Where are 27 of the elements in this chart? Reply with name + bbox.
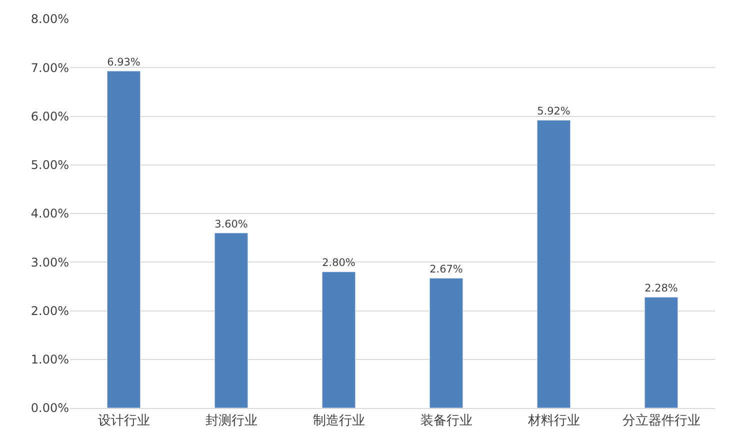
y-tick-label: 2.00% bbox=[30, 304, 69, 318]
bar bbox=[214, 232, 248, 408]
data-label: 2.80% bbox=[322, 257, 356, 270]
bar bbox=[322, 272, 356, 408]
data-label: 2.28% bbox=[644, 282, 678, 295]
bar bbox=[106, 70, 141, 408]
x-tick-label: 材料行业 bbox=[526, 414, 580, 429]
bar bbox=[644, 296, 678, 408]
y-tick-label: 1.00% bbox=[30, 352, 69, 367]
y-tick-label: 5.00% bbox=[30, 158, 69, 172]
y-tick-label: 6.00% bbox=[30, 109, 69, 124]
y-tick-label: 8.00% bbox=[30, 12, 69, 26]
x-tick-label: 设计行业 bbox=[98, 414, 150, 429]
y-tick-label: 4.00% bbox=[30, 206, 69, 221]
y-tick-label: 0.00% bbox=[30, 401, 69, 416]
y-tick-label: 3.00% bbox=[30, 255, 69, 270]
data-label: 3.60% bbox=[214, 218, 248, 230]
y-tick-label: 7.00% bbox=[30, 60, 69, 75]
x-tick-label: 装备行业 bbox=[420, 414, 472, 429]
data-label: 2.67% bbox=[430, 264, 463, 276]
data-label: 6.93% bbox=[107, 56, 140, 68]
x-tick-label: 制造行业 bbox=[312, 414, 365, 429]
x-tick-label: 封测行业 bbox=[205, 414, 258, 429]
bar bbox=[536, 120, 571, 408]
data-label: 5.92% bbox=[537, 106, 570, 118]
x-tick-label: 分立器件行业 bbox=[622, 412, 700, 429]
bar bbox=[429, 278, 464, 408]
